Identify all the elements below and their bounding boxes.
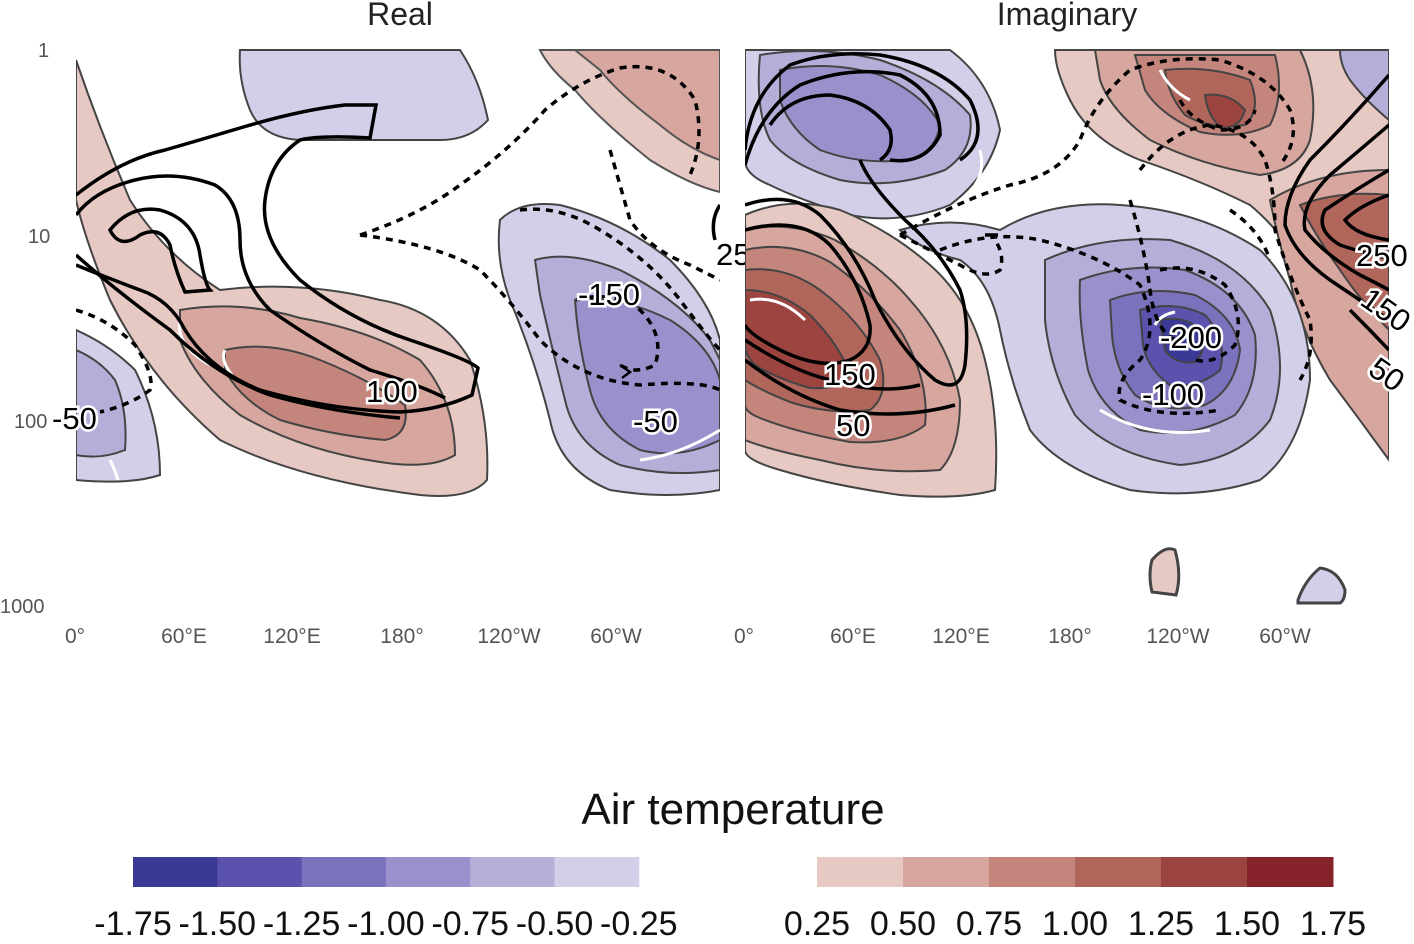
legend-swatch-negative-5 [554, 857, 640, 887]
legend-label-negative-6: -0.25 [600, 905, 678, 943]
real-line-contour-pos-3 [76, 174, 446, 400]
imag-contour-label-50-left: 50 [836, 408, 870, 443]
legend-title: Air temperature [581, 785, 885, 834]
imag-line-contour-right-3 [1320, 168, 1389, 260]
imag-line-contour-neg-2 [939, 234, 1221, 416]
panel-title-real: Real [367, 0, 433, 32]
real-line-contour-pos-4 [76, 253, 401, 420]
real-contour-label-neg50-right: -50 [633, 404, 678, 439]
imag-contour-label-neg100: -100 [1142, 377, 1204, 412]
imag-line-contour-pos-2 [745, 52, 980, 162]
imag-line-contour-neg-6 [1178, 99, 1257, 132]
legend-label-positive-0: 0.25 [783, 905, 851, 943]
x-tick-imag-0: 0° [733, 625, 755, 648]
y-tick-1000: 1000 [0, 596, 45, 618]
real-line-contour-right-edge [711, 204, 720, 241]
x-tick-real-0: 0° [64, 625, 86, 648]
y-tick-100: 100 [14, 411, 48, 433]
imag-contour-label-neg200: -200 [1160, 320, 1222, 355]
x-tick-real-120e: 120°E [263, 625, 321, 648]
imag-fill-upperright-warm-5 [1203, 93, 1247, 130]
real-line-contour-pos-1 [76, 103, 480, 414]
imag-line-contour-pos-4 [745, 159, 969, 387]
legend-swatch-positive-3 [1075, 857, 1162, 887]
real-line-contour-neg-1 [359, 64, 701, 237]
real-fill-upperright-warm-2 [572, 49, 720, 162]
y-tick-10: 10 [28, 226, 51, 248]
legend-swatch-positive-4 [1161, 857, 1248, 887]
legend-label-negative-5: -0.50 [515, 905, 594, 943]
x-tick-imag-120w: 120°W [1146, 625, 1210, 648]
legend-colorbar [133, 857, 1334, 887]
real-fill-cool-right-3 [573, 298, 720, 455]
imag-fill-center-cool-6 [1158, 317, 1205, 364]
legend-label-positive-2: 0.75 [955, 905, 1023, 943]
panel-real [76, 49, 720, 497]
imag-fill-small-warm-blob [1148, 547, 1181, 597]
real-line-contour-neg-left [76, 308, 153, 414]
x-tick-real-180: 180° [380, 625, 424, 648]
legend-swatch-positive-5 [1247, 857, 1334, 887]
x-tick-real-120w: 120°W [477, 625, 541, 648]
legend-label-negative-4: -0.75 [431, 905, 509, 943]
imag-line-contour-pos-3 [768, 93, 893, 162]
legend-swatch-negative-0 [133, 857, 218, 887]
x-tick-imag-60w: 60°W [1259, 625, 1311, 648]
legend-swatch-positive-1 [903, 857, 990, 887]
x-tick-imag-60e: 60°E [830, 625, 876, 648]
real-contour-label-neg150: -150 [578, 277, 640, 312]
imag-line-contour-neg-4 [1159, 266, 1241, 363]
imag-contour-label-250-left: 250 [1356, 238, 1408, 273]
legend-label-negative-1: -1.50 [178, 905, 257, 943]
legend-label-positive-5: 1.50 [1213, 905, 1281, 943]
legend-swatch-negative-1 [217, 857, 303, 887]
imag-line-contour-right-1 [1283, 73, 1389, 322]
imag-line-contour-right-5 [1348, 308, 1389, 352]
real-line-contour-neg-4 [575, 294, 660, 372]
real-contour-label-neg50-left: -50 [52, 401, 97, 436]
imag-fill-upperright-cool [1338, 49, 1389, 122]
legend-swatch-negative-2 [301, 857, 387, 887]
imag-line-contour-right-4 [1342, 193, 1389, 242]
legend-label-negative-0: -1.75 [94, 905, 172, 943]
imag-line-contour-neg-9 [1229, 208, 1272, 261]
real-fill-cool-lowerleft-2 [76, 348, 127, 458]
legend-swatch-negative-3 [385, 857, 471, 887]
legend-label-positive-3: 1.00 [1041, 905, 1109, 943]
legend-label-positive-6: 1.75 [1299, 905, 1367, 943]
legend-label-negative-2: -1.25 [262, 905, 341, 943]
legend-swatch-negative-4 [470, 857, 555, 887]
legend-label-positive-4: 1.25 [1127, 905, 1195, 943]
x-tick-imag-120e: 120°E [932, 625, 990, 648]
panel-imaginary [745, 49, 1389, 498]
imag-line-contour-neg-5 [1128, 199, 1176, 342]
panel-title-imaginary: Imaginary [996, 0, 1138, 32]
legend-swatch-positive-0 [817, 857, 904, 887]
imag-line-contour-pos-7 [745, 358, 956, 416]
imag-line-contour-neg-3 [1138, 123, 1313, 381]
real-line-contour-pos-2 [107, 207, 214, 294]
real-contour-label-100: 100 [366, 374, 418, 409]
real-line-contour-neg-3 [519, 207, 720, 352]
real-fill-upper-cool [238, 49, 490, 141]
legend-label-positive-1: 0.50 [869, 905, 937, 943]
y-tick-1: 1 [38, 40, 50, 62]
imag-line-contour-pos-1 [745, 69, 942, 166]
imag-line-contour-pos-6 [745, 338, 921, 391]
legend-label-negative-3: -1.00 [347, 905, 425, 943]
x-tick-real-60w: 60°W [590, 625, 642, 648]
x-tick-imag-180: 180° [1048, 625, 1092, 648]
real-line-contour-neg-5 [608, 149, 720, 282]
real-line-contour-neg-2 [359, 233, 720, 392]
imag-line-contour-right-2 [1302, 123, 1389, 292]
imag-fill-small-cool-blob [1296, 566, 1347, 605]
legend-swatch-positive-2 [989, 857, 1076, 887]
imag-contour-label-150-left: 150 [824, 357, 876, 392]
real-fill-warm-band-3 [224, 345, 407, 442]
imag-line-contour-neg-8 [899, 233, 1004, 276]
x-tick-real-60e: 60°E [161, 625, 207, 648]
imag-line-contour-pos-5 [745, 223, 872, 366]
